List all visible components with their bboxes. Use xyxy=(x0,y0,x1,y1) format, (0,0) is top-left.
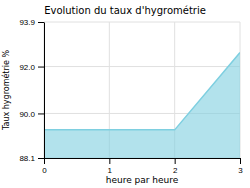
title: Evolution du taux d'hygrométrie xyxy=(44,5,206,16)
tick-mark xyxy=(44,158,45,164)
tick-mark xyxy=(240,158,241,164)
marks xyxy=(44,52,240,158)
tick: 92.0 xyxy=(19,63,44,72)
axis-line xyxy=(45,158,241,159)
tick: 0 xyxy=(42,158,47,175)
tick: 93.9 xyxy=(19,18,44,27)
grid-line xyxy=(44,22,240,23)
tick-mark xyxy=(38,158,44,159)
plot: 0 1 2 3 88.1 90.0 92.0 93.9 xyxy=(19,18,243,175)
tick: 3 xyxy=(238,158,243,175)
tick-label: 90.0 xyxy=(19,110,35,119)
chart: 0 1 2 3 88.1 90.0 92.0 93.9 Evolution du taux d'… xyxy=(0,0,250,188)
y-axis: 88.1 90.0 92.0 93.9 xyxy=(19,18,44,163)
area xyxy=(44,52,240,158)
tick-label: 92.0 xyxy=(19,63,35,72)
tick: 1 xyxy=(108,158,113,175)
tick-mark xyxy=(38,22,44,23)
tick-label: 88.1 xyxy=(19,154,35,163)
tick: 2 xyxy=(173,158,178,175)
tick-label: 1 xyxy=(108,166,113,175)
tick-label: 2 xyxy=(173,166,178,175)
tick-label: 0 xyxy=(42,166,47,175)
tick-mark xyxy=(38,113,44,114)
x-axis-title: heure par heure xyxy=(106,175,179,185)
grid-line xyxy=(44,66,240,67)
tick-label: 3 xyxy=(238,166,243,175)
tick-label: 93.9 xyxy=(19,18,35,27)
x-axis: 0 1 2 3 xyxy=(42,158,243,175)
tick-mark xyxy=(175,158,176,164)
y-axis-title: Taux hygrométrie % xyxy=(1,50,11,132)
axis-line xyxy=(44,23,45,159)
tick: 90.0 xyxy=(19,110,44,119)
tick-mark xyxy=(38,67,44,68)
tick-mark xyxy=(109,158,110,164)
grid-line xyxy=(44,22,45,158)
grid xyxy=(44,22,240,158)
line xyxy=(44,52,240,129)
tick: 88.1 xyxy=(19,154,44,163)
